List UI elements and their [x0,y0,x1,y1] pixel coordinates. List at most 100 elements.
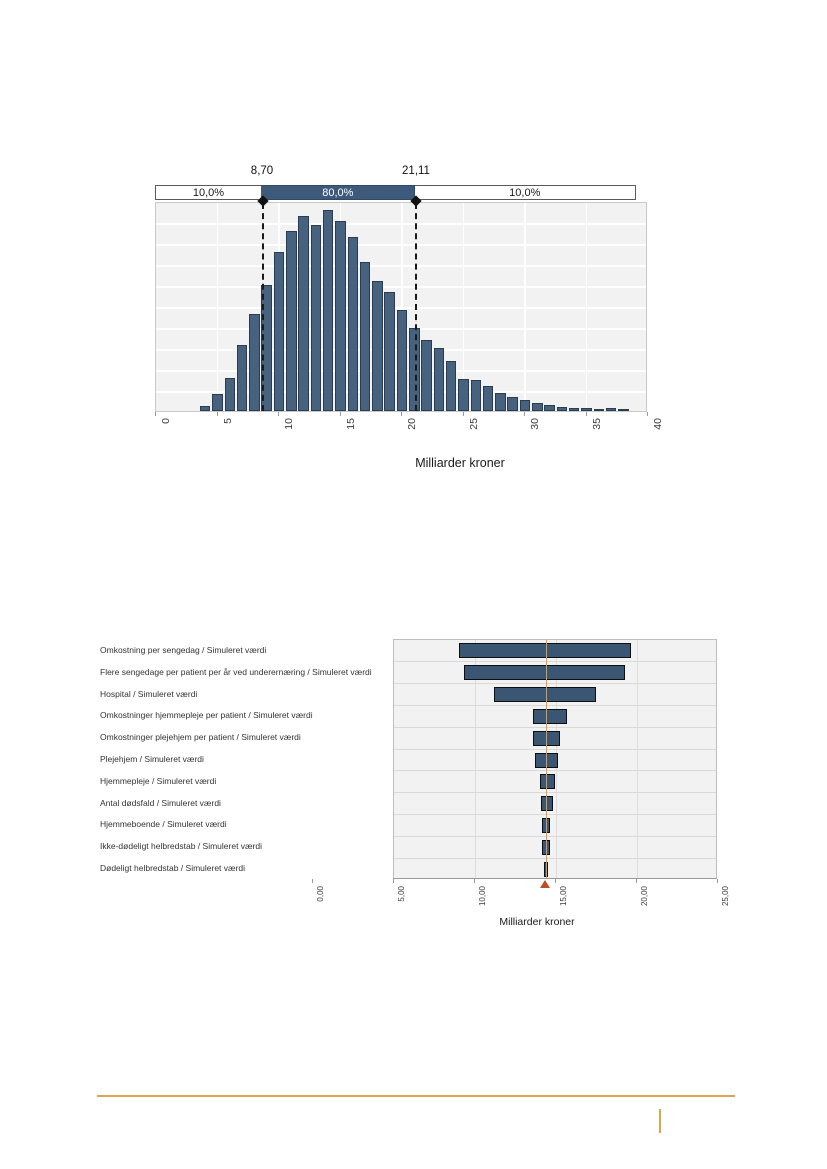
x-tick-mark [462,412,464,416]
row-separator [394,814,716,816]
baseline-line [545,640,548,878]
histogram-bar [286,230,297,411]
histogram-bar [322,210,334,411]
gridline-horizontal [156,307,646,309]
histogram-bar [249,313,260,411]
histogram-bar [581,408,592,411]
x-tick-mark [401,412,402,416]
histogram-bar [212,394,223,411]
row-separator [394,770,716,772]
tornado-bar [539,774,556,790]
tornado-bar [463,665,625,681]
histogram-bar [470,379,482,411]
x-tick-mark [647,412,648,416]
footer-page-number-separator [659,1109,661,1133]
tornado-category-label: Ikke-dødeligt helbredstab / Simuleret væ… [100,841,263,852]
row-separator [394,726,716,728]
histogram-bar [556,406,568,411]
tornado-x-axis-title: Milliarder kroner [499,916,575,928]
row-separator [394,748,716,750]
histogram-bar [236,344,248,411]
row-separator [394,661,716,663]
tornado-plot-area [393,639,717,879]
row-separator [394,792,716,794]
histogram-bar [618,408,629,411]
x-tick-mark [278,412,279,416]
x-tick-label: 20 [406,418,418,430]
histogram-bar [298,216,309,411]
x-tick-label: 0,00 [316,886,325,902]
x-tick-label: 25 [467,418,480,430]
histogram-bar [532,402,543,411]
gridline-vertical [524,203,526,411]
percentile-band: 10,0% 80,0% 10,0% [155,185,637,200]
x-tick-mark [216,412,218,416]
histogram-bar [199,405,211,411]
x-tick-label: 40 [652,418,664,430]
x-tick-mark [585,412,587,416]
x-tick-mark [393,879,394,883]
x-tick-label: 35 [590,418,603,430]
histogram-delimiter-left-value: 8,70 [250,165,274,177]
histogram-bar [507,396,518,411]
histogram-bar [273,251,285,411]
tornado-category-label: Omkostninger plejehjem per patient / Sim… [100,732,301,743]
histogram-delimiter-right-value: 21,11 [402,165,430,177]
histogram-bar [568,407,580,411]
histogram-bar [482,386,494,411]
histogram-bar [445,361,457,411]
row-separator [394,857,716,859]
x-tick-label: 15,00 [559,886,568,907]
tornado-category-label: Omkostning per sengedag / Simuleret værd… [100,644,267,655]
tornado-category-label: Omkostninger hjemmepleje per patient / S… [100,710,313,721]
gridline-vertical [462,203,465,411]
x-tick-label: 30 [529,418,541,430]
x-tick-label: 20,00 [640,886,649,907]
tornado-category-label: Hospital / Simuleret værdi [100,688,198,699]
histogram-bar [261,284,272,411]
x-tick-mark [155,412,156,416]
histogram-bar [310,224,322,411]
x-tick-label: 10,00 [478,886,487,907]
x-tick-label: 5,00 [397,886,406,902]
tornado-category-label: Hjemmeboende / Simuleret værdi [100,819,227,830]
tornado-category-label: Antal dødsfald / Simuleret værdi [100,797,221,808]
tornado-category-label: Dødeligt helbredstab / Simuleret værdi [100,863,246,874]
gridline-vertical [585,203,588,411]
x-tick-mark [339,412,341,416]
histogram-bar [335,220,346,411]
tornado-category-label: Flere sengedage per patient per år ved u… [100,666,372,677]
row-separator [394,704,716,706]
x-tick-mark [474,879,475,883]
row-separator [394,835,716,837]
gridline-vertical [636,640,638,878]
histogram-bar [593,408,605,411]
x-tick-label: 15 [344,418,357,430]
tornado-bar [458,643,631,659]
histogram-bar [421,339,432,411]
histogram-x-axis-title: Milliarder kroner [415,456,505,470]
histogram-bar [347,237,359,411]
histogram-bar [396,309,408,411]
gridline-vertical [216,203,219,411]
percentile-band-segment: 10,0% [414,185,636,200]
x-tick-mark [717,879,718,883]
histogram-bar [224,377,236,411]
x-tick-mark [312,879,313,883]
gridline-horizontal [156,223,646,225]
gridline-horizontal [156,244,646,246]
tornado-category-label: Hjemmepleje / Simuleret værdi [100,775,217,786]
x-tick-mark [555,879,556,883]
row-separator [394,683,716,685]
histogram-bar [433,347,445,411]
tornado-category-label: Plejehjem / Simuleret værdi [100,753,204,764]
x-tick-label: 10 [283,418,295,430]
histogram-bar [519,399,531,411]
histogram-bar [372,280,383,411]
histogram-bar [605,408,617,411]
x-tick-mark [636,879,637,883]
delimiter-line [262,203,264,411]
histogram-bar [544,405,555,411]
gridline-horizontal [156,265,646,267]
